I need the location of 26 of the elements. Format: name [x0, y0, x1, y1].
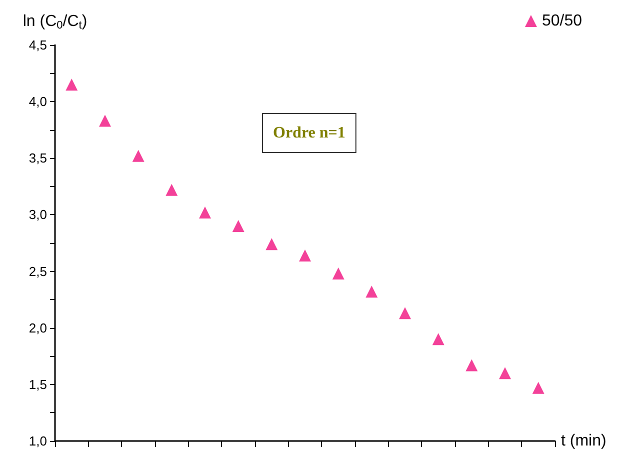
point: [232, 220, 244, 232]
y-tick-label: 4,0: [28, 94, 47, 110]
point: [66, 78, 78, 91]
point: [199, 206, 211, 218]
point: [499, 367, 511, 380]
annotation: Ordre n=1: [273, 124, 346, 142]
x-axis-title: t (min): [561, 432, 606, 450]
y-tick-label: 2,0: [28, 320, 47, 336]
point: [366, 286, 378, 298]
point: [399, 307, 411, 320]
point: [132, 150, 144, 162]
point: [432, 333, 444, 346]
y-tick-label: 1,0: [28, 434, 47, 448]
y-tick-label: 1,5: [28, 376, 47, 392]
legend-label: 50/50: [542, 12, 582, 30]
y-tick-label: 4,5: [28, 38, 47, 52]
point: [166, 184, 178, 196]
y-tick-label: 3,5: [28, 150, 47, 166]
point: [466, 359, 478, 372]
y-tick-label: 2,5: [28, 264, 47, 279]
point: [332, 268, 344, 280]
point: [532, 382, 544, 394]
y-tick-label: 3,0: [28, 207, 47, 222]
point: [299, 249, 311, 262]
point: [99, 114, 111, 127]
point: [266, 238, 278, 250]
